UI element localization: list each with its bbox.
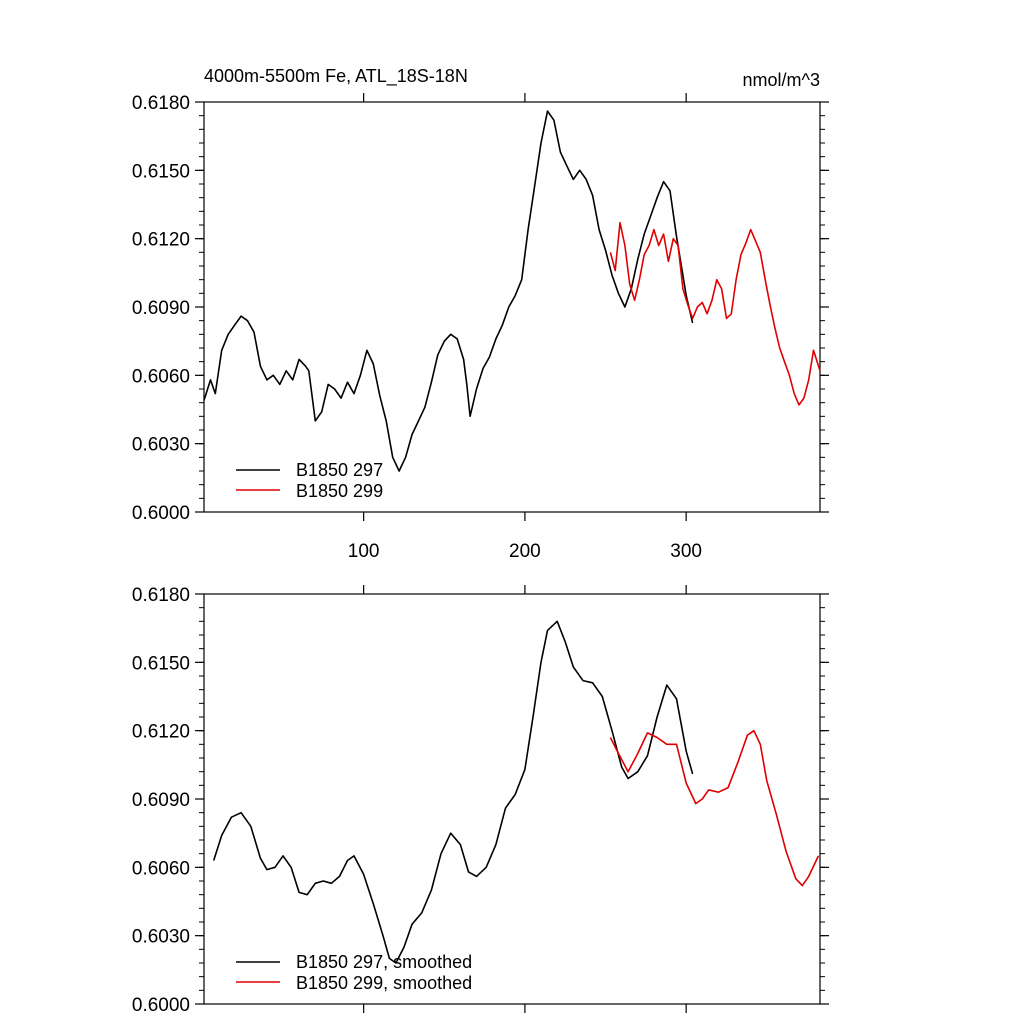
axis-ticks-top (195, 93, 829, 521)
y-tick-label: 0.6060 (132, 858, 190, 879)
panel-top: 4000m-5500m Fe, ATL_18S-18N nmol/m^3 0.6… (132, 66, 829, 562)
y-tick-label: 0.6150 (132, 653, 190, 674)
series-line-b1850-297-smoothed (212, 620, 694, 964)
y-tick-label: 0.6000 (132, 503, 190, 524)
series-line-b1850-297 (203, 110, 694, 472)
y-tick-labels-bottom: 0.6000 0.6030 0.6060 0.6090 0.6120 0.6150 0.61… (132, 585, 190, 1016)
y-tick-label: 0.6000 (132, 995, 190, 1016)
x-tick-label: 200 (509, 541, 541, 562)
chart-title: 4000m-5500m Fe, ATL_18S-18N (204, 66, 468, 87)
legend-label-b1850-297-smoothed: B1850 297, smoothed (296, 952, 472, 972)
x-tick-labels-top: 100 200 300 (348, 541, 702, 562)
y-tick-label: 0.6180 (132, 585, 190, 606)
series-group-top (203, 110, 821, 472)
y-tick-label: 0.6120 (132, 722, 190, 743)
panel-bottom: 0.6000 0.6030 0.6060 0.6090 0.6120 0.6150 0.61… (132, 585, 829, 1016)
legend-bottom: B1850 297, smoothed B1850 299, smoothed (236, 952, 472, 993)
legend-label-b1850-299: B1850 299 (296, 481, 383, 501)
x-tick-label: 300 (670, 541, 702, 562)
x-tick-label: 100 (348, 541, 380, 562)
y-tick-label: 0.6180 (132, 93, 190, 114)
plot-frame-top (203, 101, 821, 513)
y-tick-label: 0.6030 (132, 927, 190, 948)
y-tick-label: 0.6060 (132, 366, 190, 387)
series-line-b1850-299 (609, 221, 821, 406)
y-tick-label: 0.6090 (132, 298, 190, 319)
series-group-bottom (212, 620, 820, 964)
y-tick-label: 0.6030 (132, 435, 190, 456)
axis-ticks-bottom (195, 585, 829, 1013)
y-tick-label: 0.6120 (132, 230, 190, 251)
legend-label-b1850-299-smoothed: B1850 299, smoothed (296, 973, 472, 993)
series-line-b1850-299-smoothed (609, 729, 820, 887)
legend-top: B1850 297 B1850 299 (236, 460, 383, 501)
y-tick-labels-top: 0.6000 0.6030 0.6060 0.6090 0.6120 0.6150 0.61… (132, 93, 190, 524)
y-tick-label: 0.6090 (132, 790, 190, 811)
y-tick-label: 0.6150 (132, 161, 190, 182)
units-label: nmol/m^3 (743, 70, 820, 90)
legend-label-b1850-297: B1850 297 (296, 460, 383, 480)
